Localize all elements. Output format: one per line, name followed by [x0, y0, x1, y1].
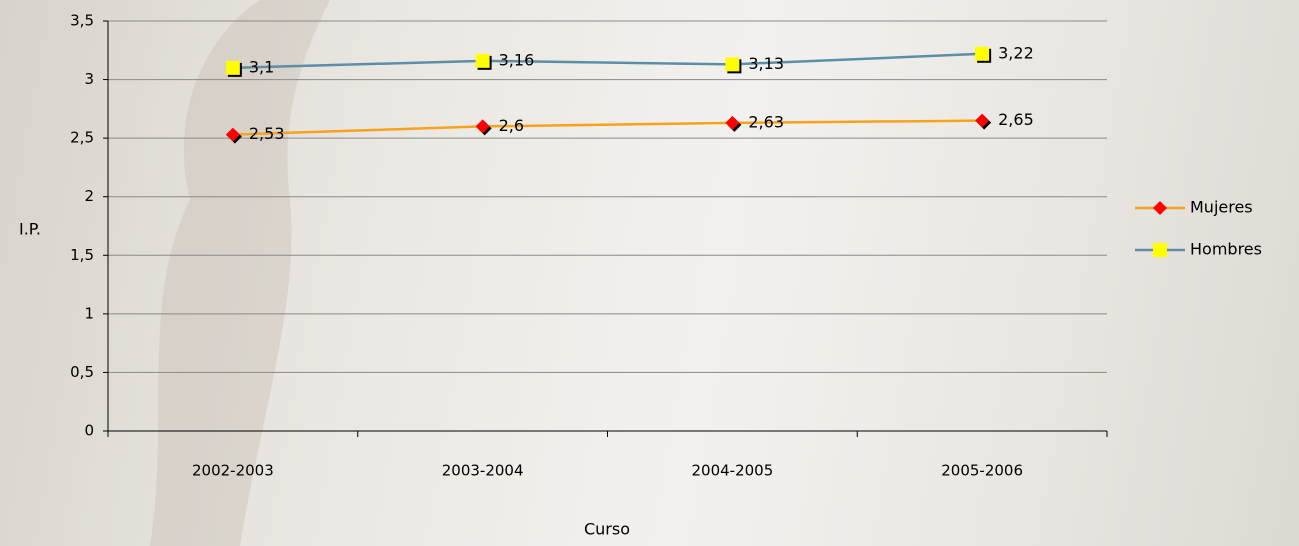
marker [225, 127, 240, 142]
data-label: 3,13 [748, 54, 784, 73]
x-tick-label: 2002-2003 [192, 462, 274, 480]
legend-label: Hombres [1190, 240, 1262, 259]
marker [725, 115, 740, 130]
x-axis-label: Curso [584, 520, 630, 539]
x-tick-label: 2003-2004 [442, 462, 524, 480]
y-tick-label: 1 [84, 304, 94, 322]
legend-label: Mujeres [1190, 198, 1253, 217]
marker [475, 119, 490, 134]
y-tick-label: 0 [84, 422, 94, 440]
legend-marker [1153, 201, 1167, 215]
y-axis-label: I.P. [19, 220, 41, 239]
data-label: 2,6 [499, 116, 524, 135]
x-tick-label: 2004-2005 [691, 462, 773, 480]
data-label: 2,63 [748, 112, 784, 131]
marker [475, 53, 490, 68]
series-line [232, 52, 983, 70]
y-tick-label: 3,5 [70, 12, 94, 30]
marker [725, 57, 740, 72]
y-tick-label: 2,5 [70, 129, 94, 147]
marker [975, 113, 990, 128]
data-label: 3,22 [998, 43, 1034, 62]
data-label: 2,65 [998, 110, 1034, 129]
legend-marker [1153, 243, 1167, 257]
data-label: 3,16 [499, 50, 535, 69]
x-tick-label: 2005-2006 [941, 462, 1023, 480]
data-label: 2,53 [249, 124, 285, 143]
series-line [232, 119, 983, 136]
marker [975, 46, 990, 61]
background-silhouette [150, 0, 330, 546]
y-tick-label: 3 [84, 70, 94, 88]
y-tick-label: 1,5 [70, 246, 94, 264]
y-tick-label: 2 [84, 187, 94, 205]
y-tick-label: 0,5 [70, 363, 94, 381]
marker [225, 60, 240, 75]
data-label: 3,1 [249, 57, 274, 76]
